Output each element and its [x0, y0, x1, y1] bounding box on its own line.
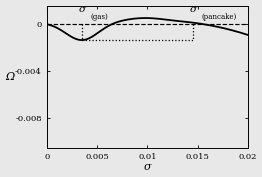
Text: (pancake): (pancake)	[202, 13, 237, 21]
Text: (gas): (gas)	[91, 13, 109, 21]
Text: σ: σ	[190, 5, 197, 14]
Y-axis label: Ω: Ω	[5, 72, 14, 82]
Text: σ: σ	[79, 5, 86, 14]
X-axis label: σ: σ	[144, 162, 151, 172]
